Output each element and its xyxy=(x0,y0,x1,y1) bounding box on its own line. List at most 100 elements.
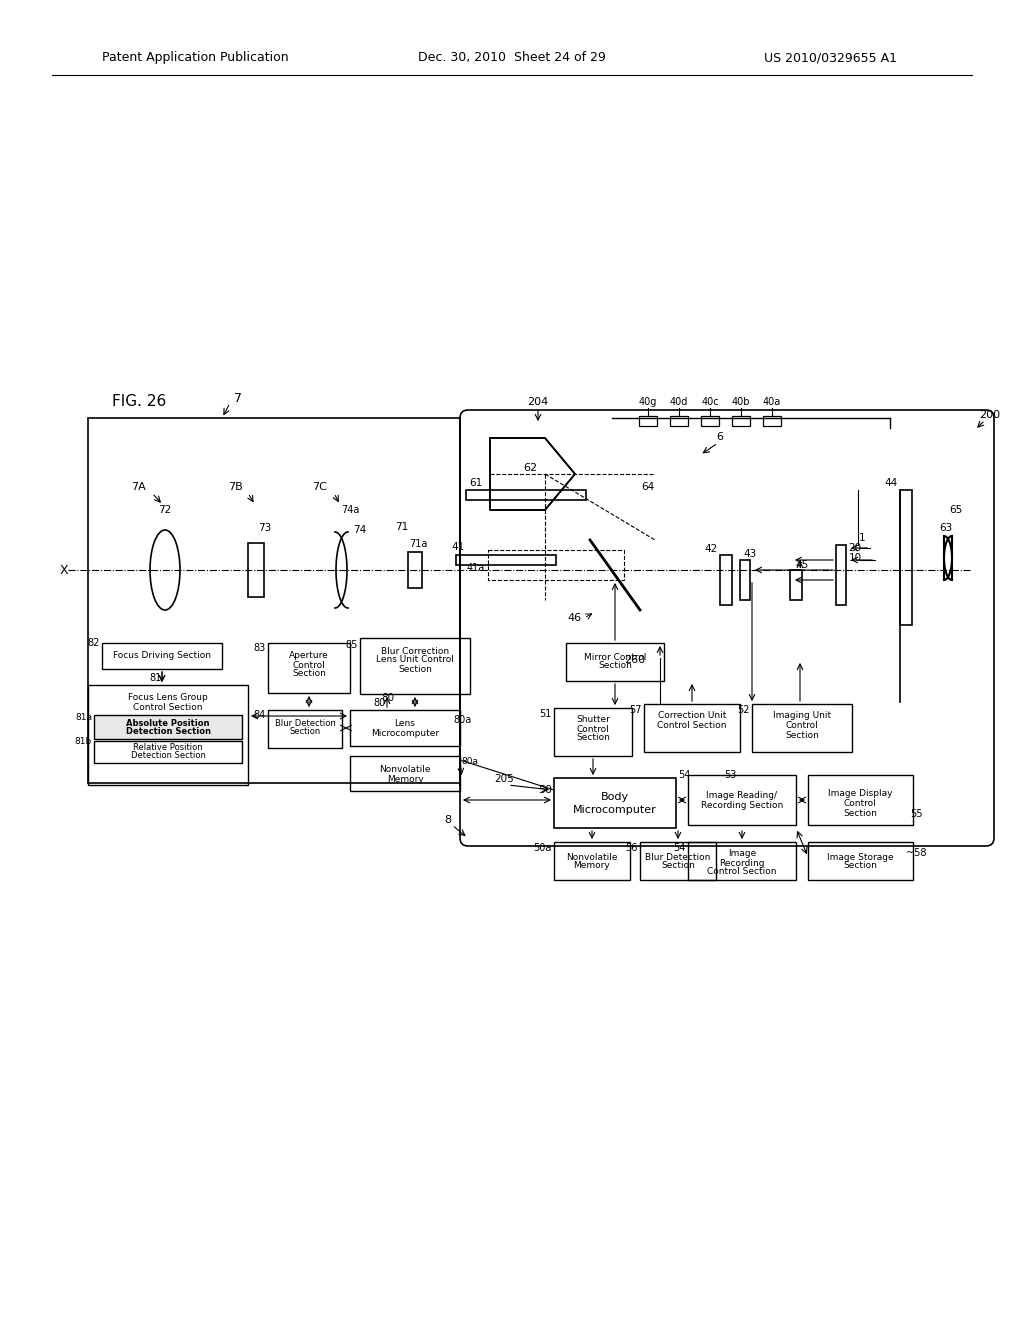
Text: Control Section: Control Section xyxy=(708,867,777,876)
Text: 20: 20 xyxy=(849,543,861,553)
Text: Memory: Memory xyxy=(387,775,423,784)
Text: Control Section: Control Section xyxy=(657,722,727,730)
Text: 40a: 40a xyxy=(763,397,781,407)
Text: Memory: Memory xyxy=(573,862,610,870)
Text: 40b: 40b xyxy=(732,397,751,407)
Bar xyxy=(752,704,852,752)
Text: 53: 53 xyxy=(724,770,736,780)
Text: 50a: 50a xyxy=(534,843,552,853)
Text: 55: 55 xyxy=(909,809,923,818)
Text: ~58: ~58 xyxy=(906,847,927,858)
Text: 80: 80 xyxy=(381,693,394,704)
Text: 41a: 41a xyxy=(467,564,485,573)
Text: 65: 65 xyxy=(949,506,963,515)
Text: 200: 200 xyxy=(979,411,1000,420)
Text: Mirror Control: Mirror Control xyxy=(584,652,646,661)
Bar xyxy=(360,638,470,694)
Text: 44: 44 xyxy=(885,478,898,488)
Text: 80a: 80a xyxy=(462,758,478,767)
Text: 42: 42 xyxy=(705,544,718,554)
Text: Patent Application Publication: Patent Application Publication xyxy=(101,51,289,65)
Text: Nonvolatile: Nonvolatile xyxy=(566,853,617,862)
Text: Image Storage: Image Storage xyxy=(826,853,893,862)
Text: 7A: 7A xyxy=(131,482,145,492)
Text: 52: 52 xyxy=(737,705,750,715)
Bar xyxy=(268,710,342,748)
Bar xyxy=(688,775,796,825)
Text: 7B: 7B xyxy=(227,482,243,492)
Text: 1: 1 xyxy=(859,533,865,543)
Text: Control: Control xyxy=(785,722,818,730)
Text: Lens Unit Control: Lens Unit Control xyxy=(376,656,454,664)
Text: 40g: 40g xyxy=(639,397,657,407)
Bar xyxy=(94,715,242,739)
Text: 54: 54 xyxy=(674,843,686,853)
Bar xyxy=(808,775,913,825)
Text: 81: 81 xyxy=(148,673,161,682)
Bar xyxy=(640,842,716,880)
Bar xyxy=(408,552,422,587)
Bar xyxy=(808,842,913,880)
Text: 71: 71 xyxy=(395,521,409,532)
Text: Detection Section: Detection Section xyxy=(126,726,211,735)
Bar xyxy=(488,550,624,579)
Text: Section: Section xyxy=(843,808,877,817)
Bar xyxy=(268,643,350,693)
Text: Section: Section xyxy=(785,731,819,741)
Text: 46: 46 xyxy=(568,612,582,623)
Bar xyxy=(732,416,750,426)
Text: Blur Correction: Blur Correction xyxy=(381,647,450,656)
Text: 64: 64 xyxy=(641,482,654,492)
Text: 6: 6 xyxy=(717,432,724,442)
Text: 63: 63 xyxy=(939,523,952,533)
Text: X: X xyxy=(59,564,68,577)
Text: 51: 51 xyxy=(540,709,552,719)
Text: Control Section: Control Section xyxy=(133,702,203,711)
Text: 71a: 71a xyxy=(409,539,427,549)
Text: Nonvolatile: Nonvolatile xyxy=(379,764,431,774)
Text: 62: 62 xyxy=(523,463,537,473)
Text: 80: 80 xyxy=(374,698,386,708)
Text: Control: Control xyxy=(577,725,609,734)
Bar xyxy=(644,704,740,752)
Text: Control: Control xyxy=(844,799,877,808)
Text: 40d: 40d xyxy=(670,397,688,407)
Text: 74a: 74a xyxy=(341,506,359,515)
Text: Microcomputer: Microcomputer xyxy=(371,729,439,738)
Bar xyxy=(900,490,912,624)
Bar xyxy=(456,554,556,565)
Text: 72: 72 xyxy=(159,506,172,515)
Text: FIG. 26: FIG. 26 xyxy=(112,395,166,409)
Bar xyxy=(350,756,460,791)
Text: 43: 43 xyxy=(743,549,757,558)
Text: Control: Control xyxy=(293,660,326,669)
Bar xyxy=(836,545,846,605)
Bar xyxy=(554,777,676,828)
Text: 81a: 81a xyxy=(75,714,92,722)
Text: Section: Section xyxy=(598,661,632,671)
Text: Recording Section: Recording Section xyxy=(700,800,783,809)
Text: Image: Image xyxy=(728,850,756,858)
Text: 80a: 80a xyxy=(453,715,471,725)
Text: Microcomputer: Microcomputer xyxy=(573,805,656,814)
Bar xyxy=(102,643,222,669)
Text: US 2010/0329655 A1: US 2010/0329655 A1 xyxy=(764,51,896,65)
Text: Image Display: Image Display xyxy=(827,788,892,797)
Text: 83: 83 xyxy=(254,643,266,653)
Bar xyxy=(554,842,630,880)
Text: 85: 85 xyxy=(346,640,358,649)
Text: 56: 56 xyxy=(626,843,638,853)
Text: Section: Section xyxy=(290,727,321,737)
Bar xyxy=(720,554,732,605)
Text: Absolute Position: Absolute Position xyxy=(126,719,210,729)
Bar xyxy=(248,543,264,597)
Text: Focus Lens Group: Focus Lens Group xyxy=(128,693,208,701)
Text: 45: 45 xyxy=(796,560,809,570)
Text: Lens: Lens xyxy=(394,719,416,729)
Bar xyxy=(88,685,248,785)
Text: Section: Section xyxy=(577,734,610,742)
Text: 57: 57 xyxy=(630,705,642,715)
Text: Image Reading/: Image Reading/ xyxy=(707,791,777,800)
Text: 260: 260 xyxy=(625,655,645,665)
Text: 84: 84 xyxy=(254,710,266,719)
